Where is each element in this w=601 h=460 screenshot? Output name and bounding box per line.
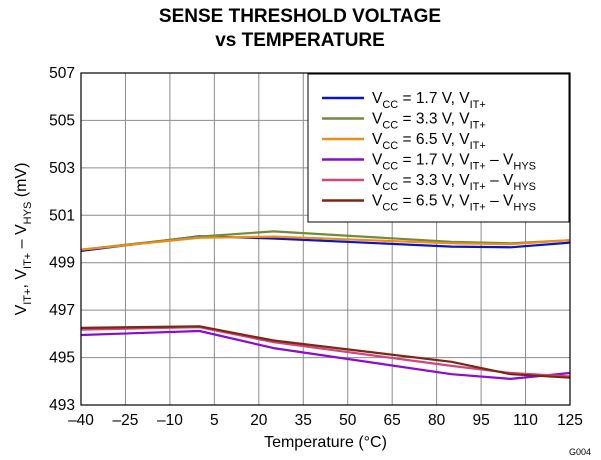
x-tick-label: –25 <box>113 412 139 429</box>
legend: VCC = 1.7 V, VIT+VCC = 3.3 V, VIT+VCC = … <box>307 73 570 223</box>
series-line-4 <box>80 329 571 380</box>
y-tick-label: 495 <box>49 350 75 367</box>
x-tick-label: –40 <box>68 412 94 429</box>
plot-frame <box>80 72 571 406</box>
legend-label-4: VCC = 1.7 V, VIT+ – VHYS <box>372 152 536 173</box>
series-line-6 <box>80 325 571 379</box>
x-tick-label: 110 <box>513 412 538 429</box>
series-line-3 <box>80 235 571 251</box>
x-tick-label: 95 <box>472 412 489 429</box>
x-tick-label: 5 <box>210 412 219 429</box>
legend-label-2: VCC = 3.3 V, VIT+ <box>372 111 486 132</box>
chart-title: SENSE THRESHOLD VOLTAGE vs TEMPERATURE <box>159 6 441 51</box>
y-tick-label: 499 <box>49 255 75 272</box>
y-axis-label: VIT+, VIT+ – VHYS (mV) <box>13 163 34 316</box>
legend-label-5: VCC = 3.3 V, VIT+ – VHYS <box>372 172 536 193</box>
x-tick-label: 35 <box>295 412 312 429</box>
x-tick-label: 65 <box>384 412 401 429</box>
x-axis-label-group: Temperature (°C) <box>264 434 387 451</box>
series-lines <box>80 230 571 380</box>
chart-title-line-2: vs TEMPERATURE <box>215 30 385 51</box>
x-tick-label: 50 <box>339 412 357 429</box>
y-tick-label: 503 <box>49 160 75 177</box>
x-tick-label: 20 <box>250 412 268 429</box>
x-tick-label: 125 <box>557 412 583 429</box>
legend-label-6: VCC = 6.5 V, VIT+ – VHYS <box>372 193 536 214</box>
x-axis-label: Temperature (°C) <box>264 434 387 451</box>
y-axis-label-group: VIT+, VIT+ – VHYS (mV) <box>13 163 34 316</box>
legend-label-3: VCC = 6.5 V, VIT+ <box>372 131 486 152</box>
y-axis-ticks: 493 495 497 499 501 503 505 507 <box>49 65 75 414</box>
y-tick-label: 497 <box>49 302 75 319</box>
legend-label-1: VCC = 1.7 V, VIT+ <box>372 90 486 111</box>
figure-id: G004 <box>569 447 591 457</box>
plot-border <box>80 72 571 406</box>
x-axis-ticks: –40 –25 –10 5 20 35 50 65 80 95 110 125 <box>68 412 583 429</box>
y-tick-label: 493 <box>49 397 75 414</box>
x-tick-label: –10 <box>157 412 183 429</box>
y-tick-label: 501 <box>49 207 75 224</box>
chart-title-line-1: SENSE THRESHOLD VOLTAGE <box>159 6 441 27</box>
y-tick-label: 507 <box>49 65 75 82</box>
figure-id-group: G004 <box>569 447 591 457</box>
x-tick-label: 80 <box>428 412 446 429</box>
y-tick-label: 505 <box>49 112 75 129</box>
